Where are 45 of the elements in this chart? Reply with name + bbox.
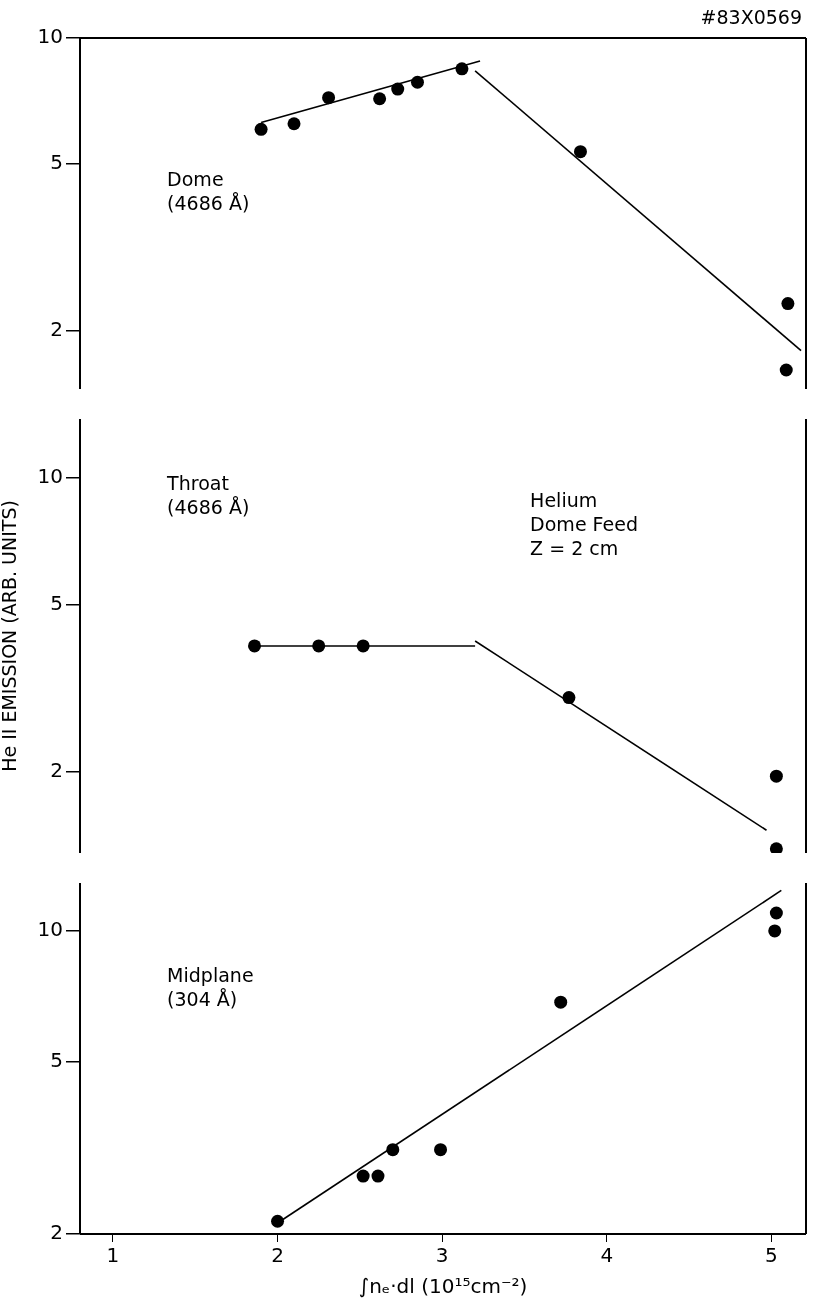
point xyxy=(373,92,387,106)
point xyxy=(455,62,469,76)
x-axis-title: ∫nₑ·dl (10¹⁵cm⁻²) xyxy=(358,1274,528,1299)
y-tick-label: 5 xyxy=(50,590,63,615)
y-tick-label: 10 xyxy=(37,917,63,942)
x-tick-label: 2 xyxy=(271,1243,284,1268)
y-axis-title: He II EMISSION (ARB. UNITS) xyxy=(0,500,21,772)
point xyxy=(322,91,336,105)
x-tick-label: 4 xyxy=(600,1243,614,1268)
y-tick-label: 5 xyxy=(50,1047,63,1072)
point xyxy=(573,145,587,159)
point xyxy=(356,1169,370,1183)
text: #83X0569 xyxy=(700,6,802,29)
point xyxy=(410,75,424,89)
point xyxy=(769,906,783,920)
y-tick-label: 5 xyxy=(50,150,63,175)
point xyxy=(271,1214,285,1228)
annotation: Throat (4686 Å) xyxy=(166,471,250,518)
point xyxy=(386,1143,400,1157)
point xyxy=(391,82,405,96)
y-tick-label: 10 xyxy=(37,24,63,49)
point xyxy=(254,122,268,136)
point xyxy=(769,842,783,853)
point xyxy=(356,639,370,653)
point xyxy=(434,1143,448,1157)
point xyxy=(312,639,326,653)
point xyxy=(371,1169,385,1183)
point xyxy=(287,117,301,131)
y-tick-label: 2 xyxy=(50,1220,63,1245)
annotation: Midplane (304 Å) xyxy=(167,963,254,1010)
x-tick-label: 1 xyxy=(106,1243,120,1268)
y-tick-label: 2 xyxy=(50,757,63,782)
point xyxy=(779,363,793,377)
x-tick-label: 3 xyxy=(435,1243,449,1268)
x-tick-label: 5 xyxy=(765,1243,778,1268)
y-tick-label: 10 xyxy=(37,463,63,488)
annotation: Helium Dome Feed Z = 2 cm xyxy=(530,489,638,560)
point xyxy=(562,691,576,705)
point xyxy=(554,995,568,1009)
point xyxy=(781,297,795,311)
point xyxy=(768,924,782,938)
point xyxy=(248,639,261,653)
y-tick-label: 2 xyxy=(50,316,63,341)
point xyxy=(769,769,783,783)
annotation: Dome (4686 Å) xyxy=(167,167,250,214)
